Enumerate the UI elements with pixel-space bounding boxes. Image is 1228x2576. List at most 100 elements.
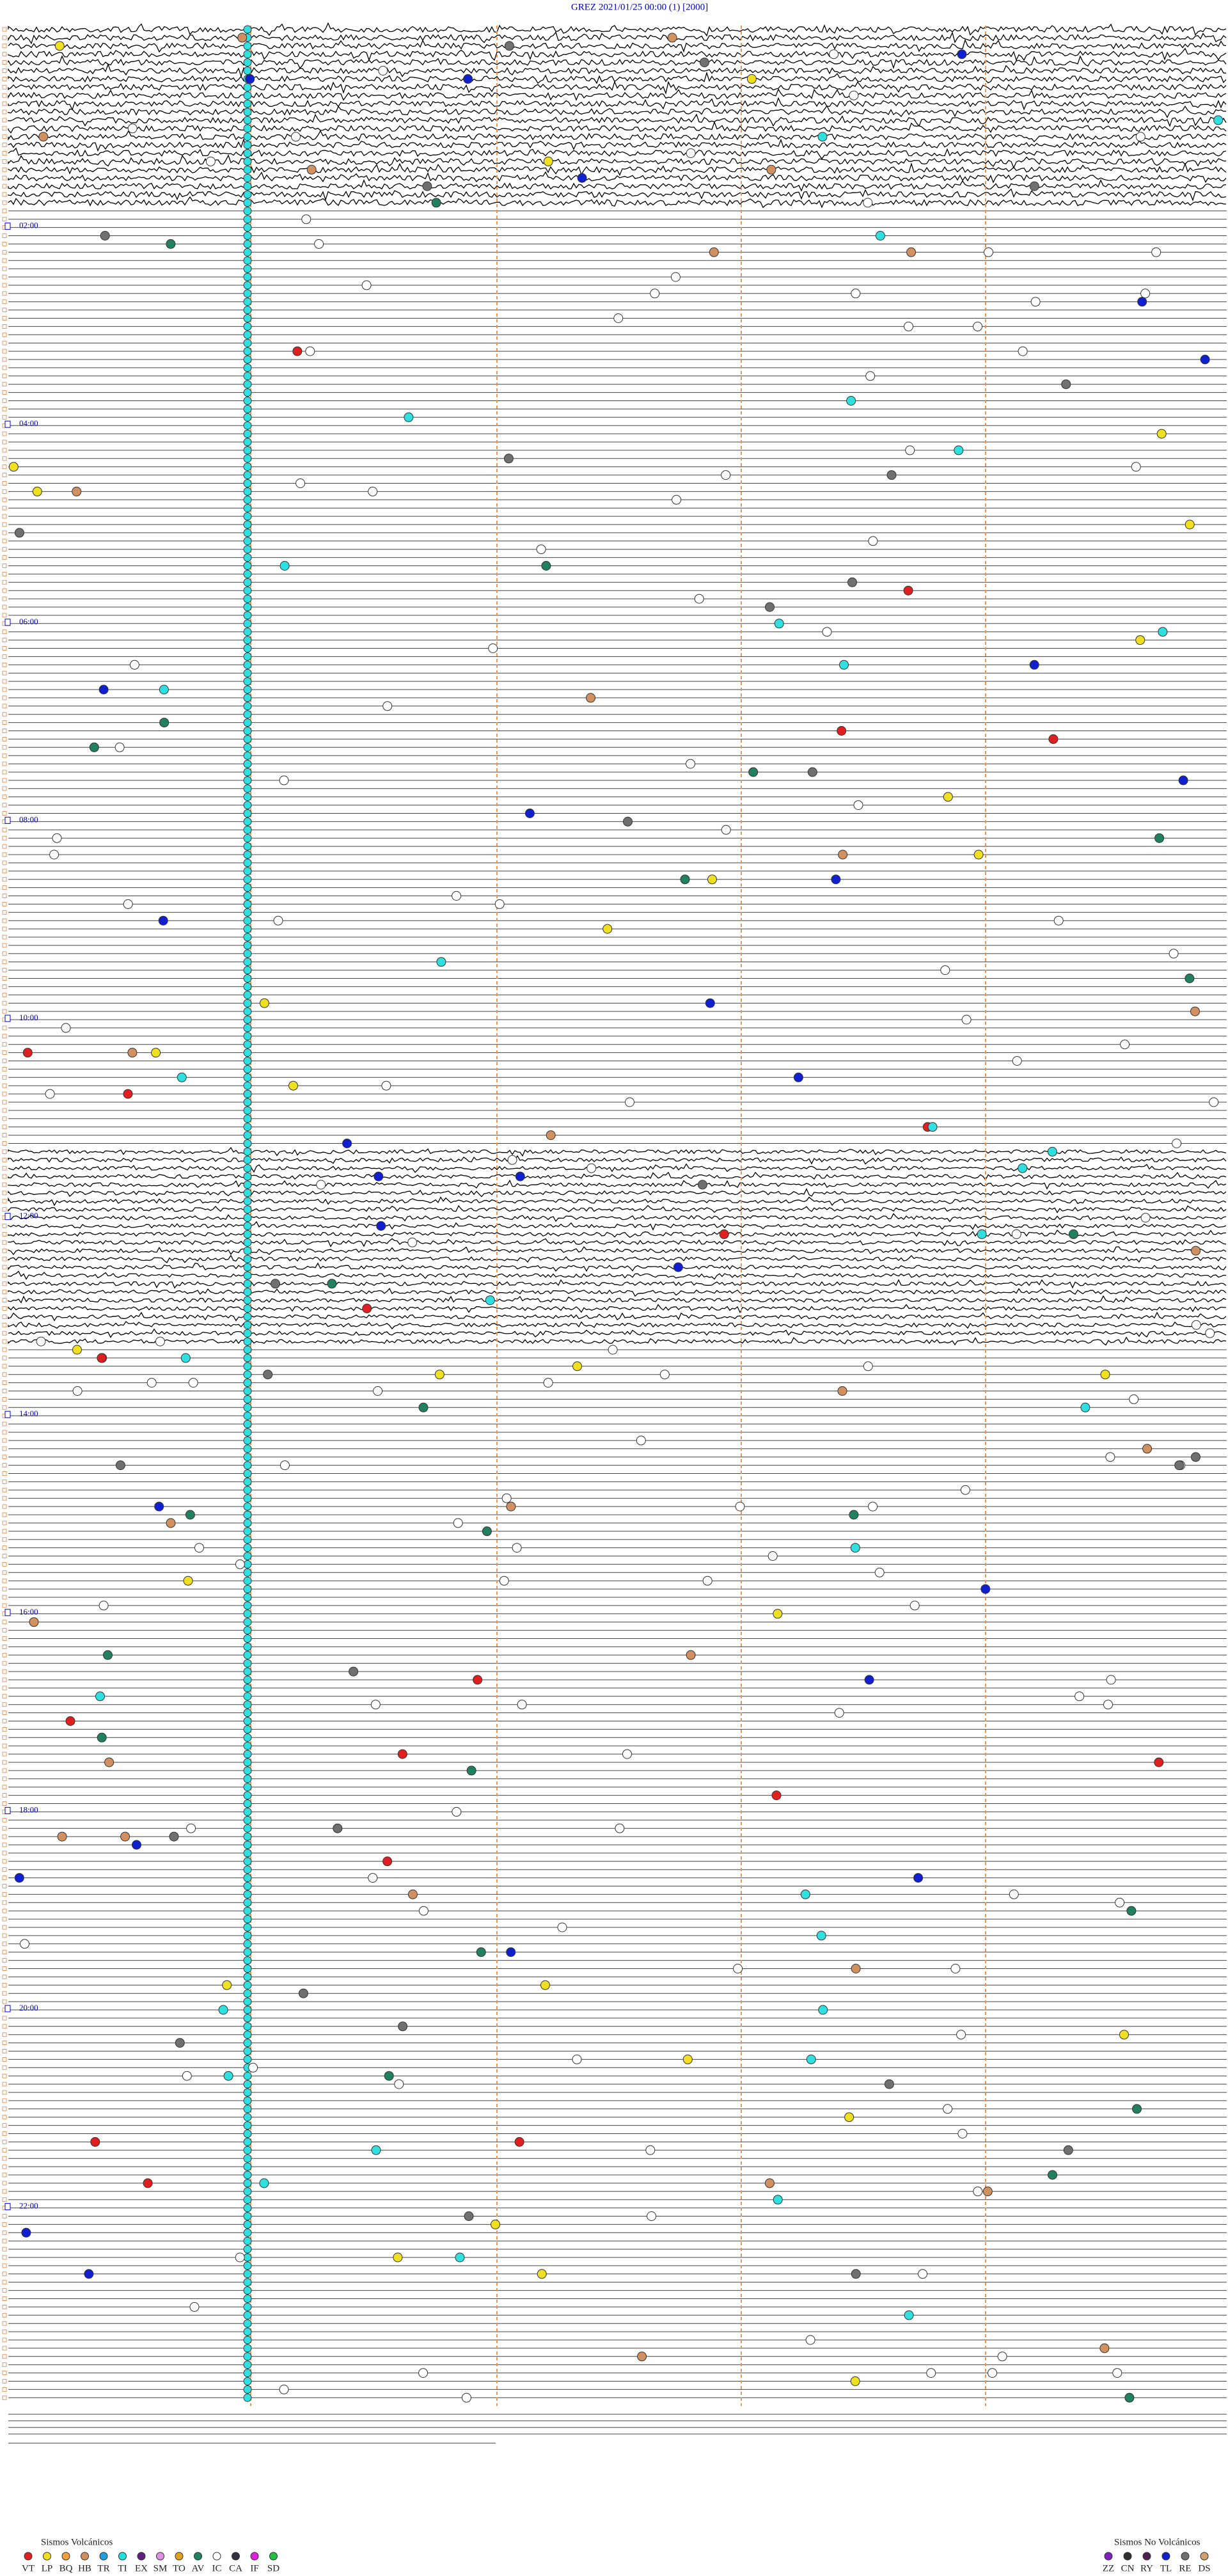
event-marker [243,1444,252,1453]
hour-marker [4,2005,11,2012]
event-marker [543,156,553,166]
line-start [2,926,7,931]
event-marker [243,182,252,191]
line-start [2,1916,7,1922]
event-marker [243,2005,252,2014]
event-marker [1120,1039,1130,1050]
event-marker [243,1345,252,1354]
event-marker [512,1543,522,1553]
event-marker [243,2360,252,2369]
line-start [2,1174,7,1179]
event-marker [243,793,252,802]
event-marker [243,2030,252,2039]
event-marker [243,297,252,306]
line-start [2,1455,7,1460]
event-marker [407,1889,418,1899]
event-marker [851,1964,861,1973]
trace [8,1238,1227,1247]
event-marker [243,1089,252,1098]
event-marker [259,998,269,1008]
event-marker [243,1379,252,1387]
event-marker [243,1296,252,1305]
line-start [2,2090,7,2095]
line-start [2,1141,7,1146]
line-start [2,918,7,923]
legend-label: SD [267,2563,279,2573]
event-marker [243,2187,252,2196]
event-marker [243,2220,252,2229]
event-marker [127,1048,138,1058]
event-marker [1100,1370,1110,1380]
event-marker [1205,1328,1215,1338]
line-start [2,1364,7,1369]
event-marker [243,693,252,702]
event-marker [243,2385,252,2394]
event-marker [243,1931,252,1940]
event-marker [243,1519,252,1528]
event-marker [243,1271,252,1280]
line-start [2,1339,7,1344]
event-marker [243,1997,252,2006]
event-marker [243,817,252,826]
event-marker [491,2219,500,2229]
event-marker [243,1783,252,1792]
event-marker [243,1535,252,1544]
event-marker [243,1510,252,1519]
event-marker [705,998,715,1008]
event-marker [1151,247,1161,257]
line-start [2,1578,7,1583]
event-marker [831,874,841,885]
hour-marker [4,816,11,824]
event-marker [243,784,252,793]
line-start [2,1298,7,1302]
line-start [2,1570,7,1575]
trace [8,1146,1227,1157]
event-marker [123,899,133,909]
event-marker [586,693,595,703]
event-marker [243,2228,252,2237]
event-marker [243,2014,252,2023]
line-start [2,2131,7,2136]
event-marker [243,314,252,322]
line-start [2,2247,7,2252]
event-marker [834,1708,844,1718]
line-start [2,1496,7,1501]
event-marker [243,1197,252,1206]
legend-label: CA [229,2563,242,2573]
event-marker [243,1923,252,1932]
event-marker [453,1518,463,1528]
event-marker [237,33,248,43]
event-marker [501,1493,512,1503]
event-marker [243,2121,252,2130]
event-marker [686,759,695,769]
line-start [2,1760,7,1765]
event-marker [279,775,289,786]
event-marker [243,1593,252,1602]
line-start [2,1281,7,1286]
event-marker [243,1007,252,1016]
trace [8,105,1227,118]
event-marker [243,1650,252,1659]
event-marker [243,207,252,216]
event-marker [98,1600,109,1611]
event-marker [243,1882,252,1890]
line-start [2,1743,7,1748]
event-marker [1135,635,1145,645]
event-marker [243,668,252,677]
event-marker [615,1823,625,1833]
trace [8,1155,1227,1165]
trace [8,1254,1227,1263]
event-marker [103,1650,113,1660]
event-marker [733,1964,743,1973]
trace [8,113,1227,127]
event-marker [1018,1163,1028,1173]
event-marker [243,1485,252,1494]
line-start [2,629,7,635]
line-start [2,2296,7,2301]
event-marker [904,321,913,331]
event-marker [243,2170,252,2179]
event-marker [349,1666,359,1677]
event-marker [431,198,441,208]
legend-swatch [1104,2552,1113,2561]
legend-label: TO [173,2563,185,2573]
